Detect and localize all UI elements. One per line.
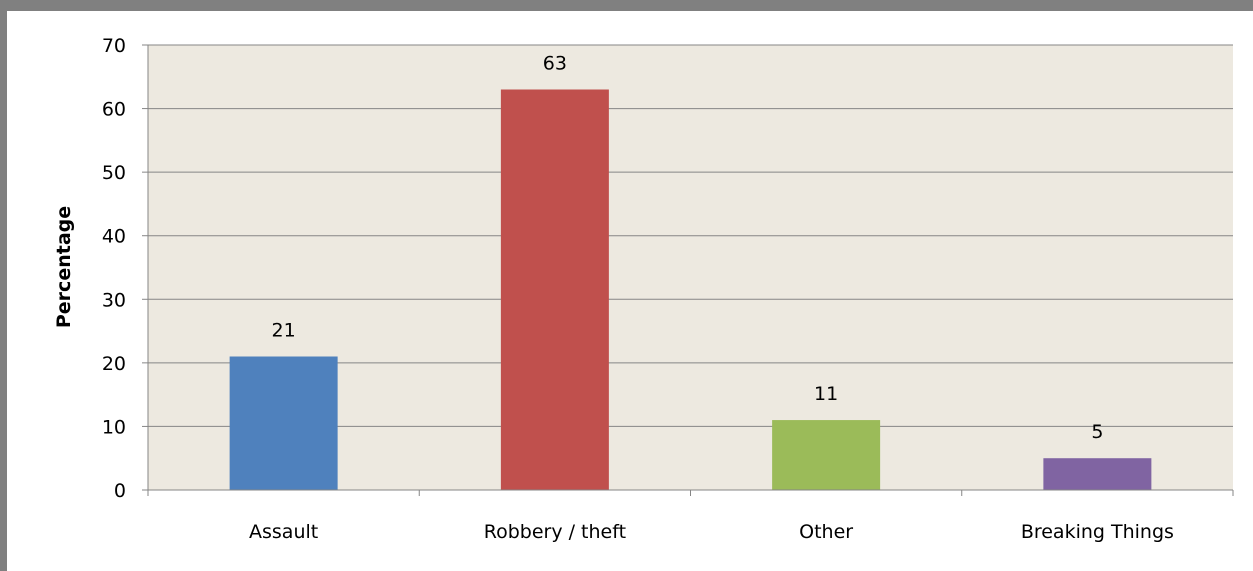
x-category-label: Breaking Things: [1021, 521, 1174, 543]
y-tick-label: 50: [102, 162, 126, 184]
data-labels: 21 63 11 5: [272, 53, 1104, 444]
bar: [500, 89, 609, 490]
y-tick-label: 70: [102, 35, 126, 57]
x-tick-labels: Assault Robbery / theft Other Breaking Thin…: [147, 490, 1234, 543]
bars: [229, 89, 1152, 490]
bar: [1043, 458, 1152, 490]
x-category-label: Robbery / theft: [484, 521, 626, 543]
y-tick-label: 10: [102, 416, 126, 438]
bar-data-label: 21: [272, 320, 296, 342]
bar: [229, 356, 338, 490]
bar-data-label: 5: [1091, 421, 1103, 443]
bar-data-label: 11: [814, 383, 838, 405]
bar-data-label: 63: [543, 53, 567, 75]
y-tick-label: 20: [102, 353, 126, 375]
x-category-label: Assault: [249, 521, 318, 543]
y-tick-label: 30: [102, 289, 126, 311]
chart-frame: 0 10 20 30 40 50 60 70 Assault Robbery / theft Ot…: [7, 11, 1253, 571]
y-tick-label: 0: [114, 480, 126, 502]
y-tick-label: 60: [102, 99, 126, 121]
y-axis-title: Percentage: [53, 206, 75, 328]
y-tick-labels: 0 10 20 30 40 50 60 70: [102, 35, 148, 502]
bar: [772, 420, 881, 490]
x-category-label: Other: [799, 521, 853, 543]
y-tick-label: 40: [102, 226, 126, 248]
